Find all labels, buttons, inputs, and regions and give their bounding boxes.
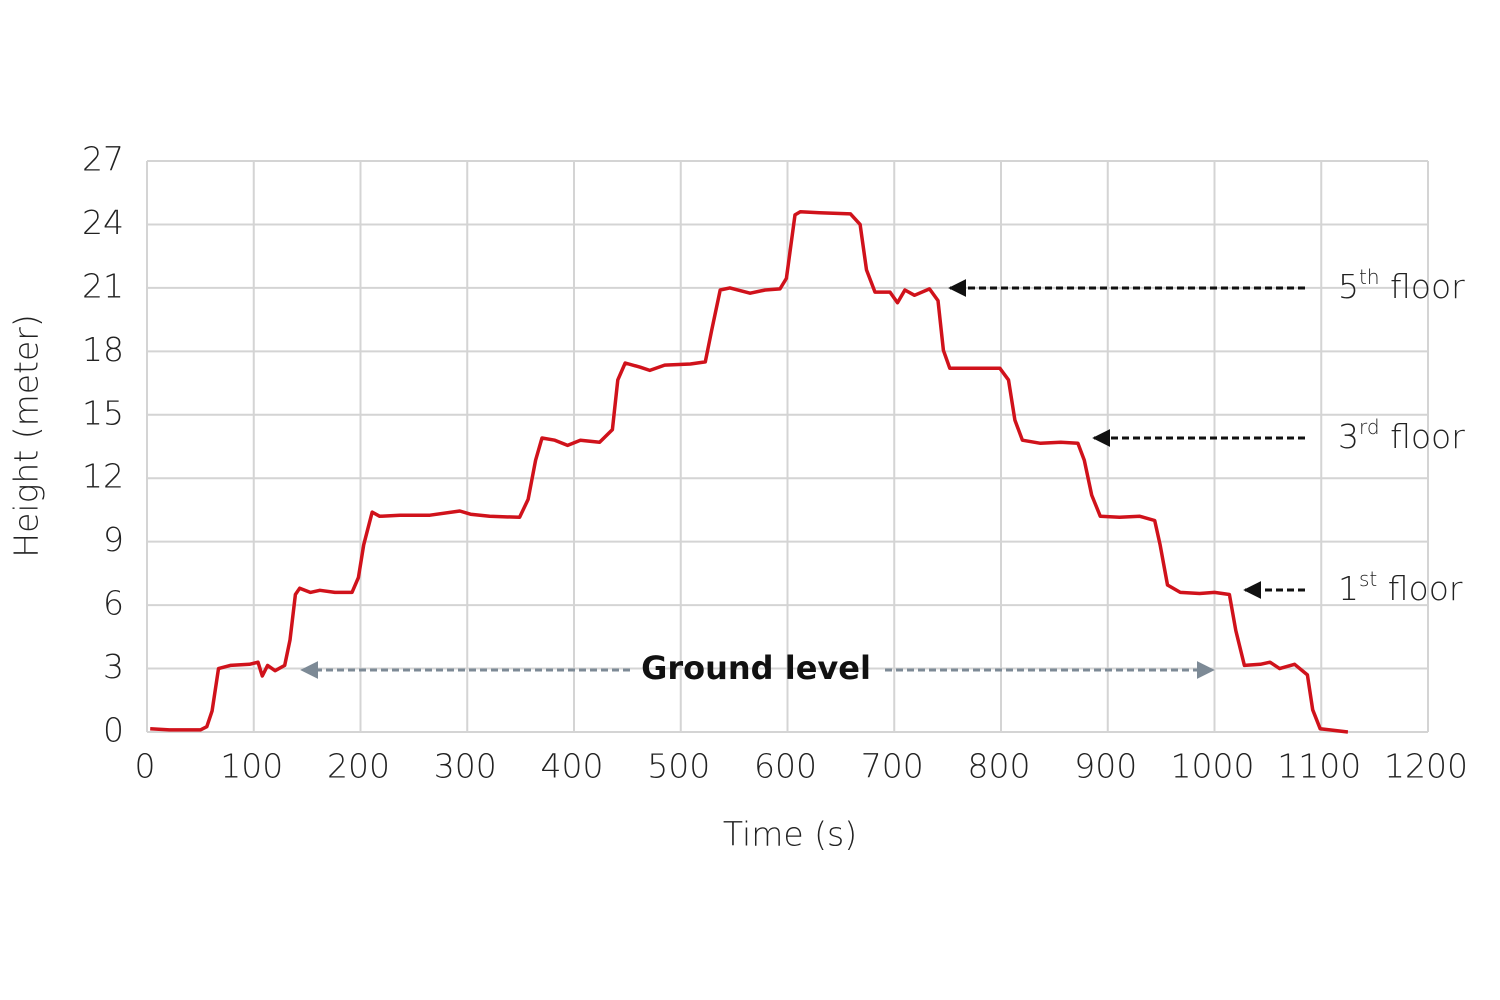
x-tick-label: 600 — [754, 747, 817, 786]
y-tick-label: 18 — [82, 330, 124, 369]
data-line — [150, 210, 1349, 734]
annotation-base: 1 — [1338, 569, 1359, 608]
y-tick-label: 9 — [103, 520, 124, 559]
x-tick-label: 1000 — [1171, 747, 1255, 786]
annotation-text: floor — [1380, 417, 1466, 456]
y-tick-label: 15 — [82, 393, 124, 432]
annotation: 3rd floor — [1338, 415, 1465, 456]
x-tick-label: 0 — [135, 747, 156, 786]
annotation-sup: rd — [1359, 415, 1380, 439]
x-axis-label: Time (s) — [723, 815, 857, 854]
y-tick-label: 21 — [82, 266, 124, 305]
x-tick-label: 1200 — [1384, 747, 1468, 786]
x-tick-label: 1100 — [1277, 747, 1361, 786]
x-tick-label: 300 — [434, 747, 497, 786]
y-tick-label: 24 — [82, 203, 124, 242]
y-tick-label: 6 — [103, 584, 124, 623]
x-tick-label: 800 — [968, 747, 1031, 786]
annotation-text: floor — [1380, 267, 1466, 306]
y-tick-label: 12 — [82, 457, 124, 496]
x-tick-label: 100 — [220, 747, 283, 786]
annotation-base: 5 — [1338, 267, 1359, 306]
annotation-sup: th — [1359, 265, 1380, 289]
y-tick-label: 3 — [103, 647, 124, 686]
y-tick-label: 0 — [103, 711, 124, 750]
x-tick-label: 400 — [541, 747, 604, 786]
annotation: Ground level — [641, 649, 871, 687]
x-tick-label: 900 — [1074, 747, 1137, 786]
annotation: 1st floor — [1338, 567, 1463, 608]
annotation-base: 3 — [1338, 417, 1359, 456]
annotation-text: floor — [1377, 569, 1463, 608]
x-tick-label: 500 — [647, 747, 710, 786]
y-axis-label: Height (meter) — [7, 314, 46, 557]
y-tick-label: 27 — [82, 140, 124, 179]
x-tick-label: 200 — [327, 747, 390, 786]
annotation: 5th floor — [1338, 265, 1465, 306]
annotation-sup: st — [1359, 567, 1377, 591]
x-tick-label: 700 — [861, 747, 924, 786]
